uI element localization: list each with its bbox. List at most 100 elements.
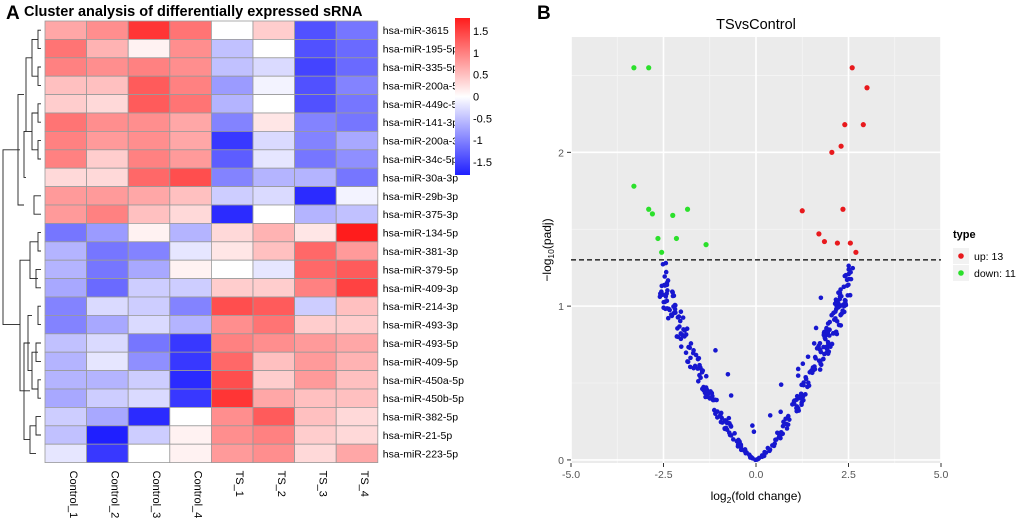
volcano-point-ns bbox=[664, 298, 670, 304]
heatmap-cell bbox=[252, 186, 295, 206]
volcano-point-up bbox=[838, 143, 844, 149]
heatmap-cell bbox=[127, 443, 171, 464]
heatmap-cell bbox=[210, 333, 254, 353]
heatmap-cell bbox=[169, 57, 212, 77]
heatmap-cell bbox=[86, 167, 129, 187]
volcano-point-down bbox=[655, 235, 661, 242]
volcano-point-ns bbox=[813, 325, 819, 331]
heatmap-cell bbox=[127, 167, 171, 187]
heatmap-cell bbox=[335, 39, 379, 59]
volcano-point-ns bbox=[678, 344, 684, 349]
heatmap-cell bbox=[169, 20, 212, 40]
heatmap-cell bbox=[335, 130, 379, 151]
dendrogram-branch bbox=[37, 140, 41, 160]
heatmap-cell bbox=[294, 333, 337, 353]
volcano-point-ns bbox=[787, 417, 792, 422]
volcano-point-ns bbox=[803, 392, 808, 397]
dendrogram-branch bbox=[37, 103, 41, 123]
row-label: hsa-miR-382-5p bbox=[383, 412, 458, 424]
volcano-point-ns bbox=[846, 282, 851, 288]
dendrogram-branch bbox=[25, 57, 32, 132]
heatmap-cell bbox=[127, 351, 171, 372]
volcano-point-ns bbox=[675, 315, 681, 320]
volcano-point-ns bbox=[687, 345, 693, 351]
heatmap-cell bbox=[127, 186, 171, 206]
volcano-point-ns bbox=[687, 364, 693, 370]
heatmap-cell bbox=[210, 351, 254, 372]
dendrogram-branch bbox=[37, 379, 41, 399]
y-axis-label: −log10(padj) bbox=[540, 218, 556, 281]
heatmap-cell bbox=[210, 388, 254, 408]
colorbar-tick: -1.5 bbox=[473, 157, 492, 169]
volcano-point-ns bbox=[803, 374, 808, 380]
heatmap-cell bbox=[294, 75, 337, 95]
heatmap-cell bbox=[127, 388, 171, 408]
heatmap-cell bbox=[127, 57, 171, 77]
colorbar-tick: -1 bbox=[473, 135, 483, 147]
heatmap-cell bbox=[335, 370, 379, 390]
heatmap-cell bbox=[252, 370, 295, 390]
heatmap-cell bbox=[210, 75, 254, 95]
volcano-point-down bbox=[646, 65, 652, 71]
heatmap-cell bbox=[252, 443, 295, 464]
volcano-point-ns bbox=[785, 413, 791, 419]
heatmap-cell bbox=[294, 57, 337, 77]
heatmap-cell bbox=[127, 94, 171, 114]
heatmap-cell bbox=[335, 388, 379, 408]
heatmap-cell bbox=[294, 296, 337, 316]
row-label: hsa-miR-30a-3p bbox=[383, 172, 458, 184]
heatmap-cell bbox=[294, 112, 337, 132]
heatmap-cell bbox=[169, 278, 212, 298]
volcano-point-ns bbox=[750, 423, 755, 428]
heatmap-cell bbox=[44, 94, 87, 114]
heatmap-cell bbox=[252, 57, 295, 77]
volcano-point-ns bbox=[825, 321, 831, 326]
colorbar-tick: 1 bbox=[473, 48, 479, 60]
volcano-point-ns bbox=[834, 331, 840, 337]
heatmap-cell bbox=[210, 370, 254, 390]
volcano-point-ns bbox=[663, 306, 668, 312]
heatmap-cell bbox=[86, 333, 129, 353]
volcano-point-ns bbox=[842, 297, 848, 303]
heatmap-cell bbox=[127, 149, 171, 169]
heatmap-cell bbox=[44, 20, 87, 40]
column-label: Control_3 bbox=[150, 471, 162, 519]
volcano-point-down bbox=[649, 211, 656, 217]
dendrogram-branch bbox=[37, 232, 41, 252]
heatmap-cell bbox=[252, 75, 295, 95]
row-label: hsa-miR-141-3p bbox=[383, 117, 458, 129]
heatmap-cell bbox=[252, 20, 295, 40]
heatmap-cell bbox=[294, 278, 337, 298]
heatmap-cell bbox=[169, 406, 212, 427]
volcano-point-ns bbox=[767, 413, 773, 418]
volcano-point-up bbox=[847, 240, 853, 246]
column-label: TS_1 bbox=[233, 471, 245, 497]
heatmap-cell bbox=[86, 259, 129, 280]
column-label: Control_4 bbox=[192, 471, 204, 519]
dendrogram-branch bbox=[37, 305, 41, 326]
heatmap-cell bbox=[210, 278, 254, 298]
row-label: hsa-miR-34c-5p bbox=[383, 154, 458, 166]
volcano-point-ns bbox=[678, 309, 684, 314]
volcano-point-ns bbox=[828, 344, 833, 350]
heatmap-cell bbox=[335, 57, 379, 77]
volcano-point-ns bbox=[730, 437, 736, 442]
volcano-point-up bbox=[816, 231, 822, 237]
heatmap-cell bbox=[252, 388, 295, 408]
heatmap-cell bbox=[252, 204, 295, 224]
heatmap-cell bbox=[86, 351, 129, 372]
heatmap-cell bbox=[127, 406, 171, 427]
volcano-point-down bbox=[703, 242, 709, 248]
volcano-point-ns bbox=[668, 312, 674, 317]
heatmap-cell bbox=[44, 259, 87, 280]
row-label: hsa-miR-379-5p bbox=[383, 264, 458, 276]
volcano-point-ns bbox=[664, 291, 669, 296]
volcano-point-ns bbox=[665, 278, 671, 283]
heatmap-cell bbox=[86, 75, 129, 95]
heatmap-cell bbox=[127, 130, 171, 151]
colorbar-tick: 0 bbox=[473, 92, 479, 104]
row-label: hsa-miR-493-3p bbox=[383, 320, 458, 332]
volcano-point-ns bbox=[671, 304, 676, 309]
heatmap-cell bbox=[335, 278, 379, 298]
